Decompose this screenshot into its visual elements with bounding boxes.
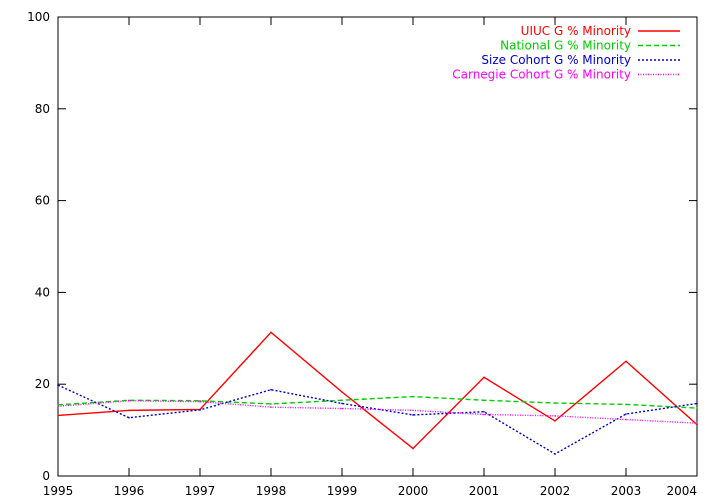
series-line-1 [57, 331, 698, 450]
series-lines [57, 331, 698, 455]
data-point [554, 415, 556, 417]
legend-label: National G % Minority [500, 39, 631, 53]
data-point [270, 403, 272, 405]
x-tick-label: 2004 [666, 484, 697, 498]
data-point [483, 399, 485, 402]
y-tick-label: 40 [35, 285, 50, 299]
series-line-4 [57, 400, 698, 424]
data-point [554, 402, 556, 404]
data-point [57, 384, 59, 386]
x-tick-label: 1995 [43, 484, 74, 498]
x-tick-label: 1997 [185, 484, 216, 498]
data-point [57, 405, 59, 408]
data-point [128, 399, 130, 402]
data-point [625, 418, 627, 421]
data-point [199, 400, 201, 403]
data-point [625, 360, 627, 363]
data-point [128, 409, 130, 412]
data-point [341, 391, 343, 393]
data-point [696, 422, 698, 425]
data-point [696, 423, 698, 426]
data-point [412, 414, 414, 416]
axis-ticks [57, 16, 698, 477]
data-point [625, 413, 627, 415]
x-tick-label: 2001 [469, 484, 500, 498]
data-point [270, 406, 272, 408]
x-tick-label: 1998 [256, 484, 287, 498]
y-tick-label: 20 [35, 377, 50, 391]
data-point [412, 409, 414, 412]
y-tick-label: 0 [42, 469, 50, 483]
y-tick-label: 100 [27, 10, 50, 24]
data-point [625, 403, 627, 406]
x-tick-label: 1999 [327, 484, 358, 498]
data-point [696, 407, 698, 409]
data-point [412, 395, 414, 398]
data-point [483, 410, 485, 413]
x-tick-label: 2000 [398, 484, 429, 498]
data-point [341, 407, 343, 410]
x-axis-tick-labels: 1995 1996 1997 1998 1999 2000 2001 2002 2003 2004 [43, 484, 697, 498]
y-tick-label: 80 [35, 102, 50, 116]
series-line-2 [57, 395, 698, 409]
legend-label: Size Cohort G % Minority [481, 53, 631, 67]
series-line-3 [57, 384, 698, 455]
y-tick-label: 60 [35, 194, 50, 208]
data-point [57, 414, 59, 417]
x-tick-label: 1996 [114, 484, 145, 498]
data-point [412, 447, 414, 450]
data-point [270, 331, 272, 334]
data-point [341, 402, 343, 405]
data-point [696, 402, 698, 405]
data-point [554, 420, 556, 422]
plot-frame [57, 16, 698, 477]
x-tick-label: 2003 [611, 484, 642, 498]
data-point [341, 399, 343, 402]
y-axis-tick-labels: 0 20 40 60 80 100 [27, 10, 50, 483]
legend-label: Carnegie Cohort G % Minority [452, 68, 631, 82]
data-point [270, 388, 272, 391]
data-point [483, 376, 485, 379]
data-point [128, 416, 130, 419]
x-tick-label: 2002 [540, 484, 571, 498]
data-point [199, 409, 201, 411]
legend-label: UIUC G % Minority [521, 24, 631, 38]
data-point [57, 404, 59, 406]
data-point [483, 413, 485, 416]
data-point [554, 453, 556, 455]
